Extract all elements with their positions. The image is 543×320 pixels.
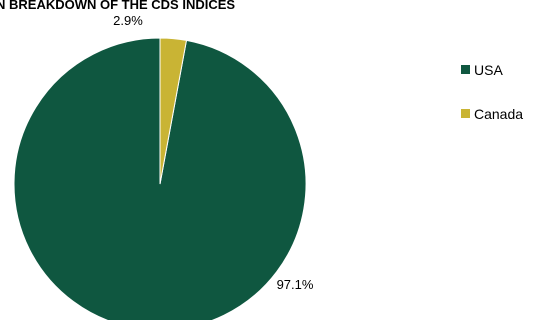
legend-swatch-canada [461, 109, 470, 118]
data-label-canada: 2.9% [113, 13, 143, 28]
legend-item-canada: Canada [461, 106, 523, 122]
legend-item-usa: USA [461, 62, 503, 78]
pie-slices [13, 37, 307, 320]
legend-swatch-usa [461, 65, 470, 74]
legend-label-canada: Canada [474, 106, 523, 122]
pie-slice-canada [159, 37, 188, 185]
pie-data-labels: 97.1% 2.9% [113, 13, 314, 292]
data-label-usa: 97.1% [277, 277, 314, 292]
legend: USA Canada [461, 62, 523, 122]
chart-title: N BREAKDOWN OF THE CDS INDICES [0, 0, 235, 12]
legend-label-usa: USA [474, 62, 503, 78]
